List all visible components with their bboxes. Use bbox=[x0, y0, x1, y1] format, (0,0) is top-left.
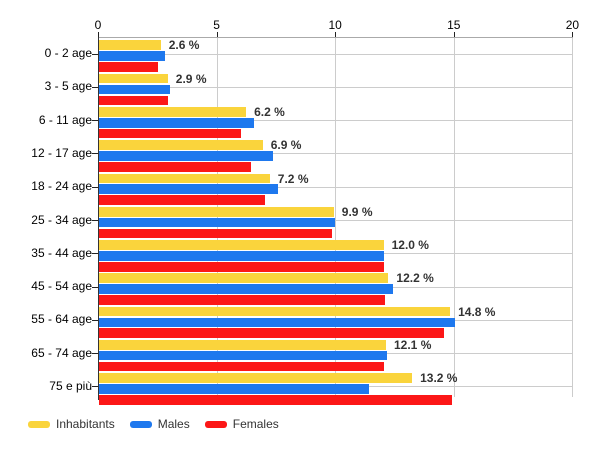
y-axis-tick bbox=[92, 253, 98, 255]
y-axis-tick bbox=[92, 53, 98, 55]
value-label: 6.9 % bbox=[270, 138, 302, 153]
category-label: 12 - 17 age bbox=[31, 145, 92, 160]
gridline-vertical bbox=[453, 37, 455, 397]
legend-label-inhabitants: Inhabitants bbox=[56, 417, 115, 431]
bar-females[interactable] bbox=[99, 162, 251, 172]
bar-males[interactable] bbox=[99, 117, 255, 128]
bar-inhabitants[interactable] bbox=[99, 339, 386, 350]
category-label: 25 - 34 age bbox=[31, 212, 92, 227]
bar-females[interactable] bbox=[99, 295, 385, 305]
category-label: 18 - 24 age bbox=[31, 179, 92, 194]
legend-label-males: Males bbox=[157, 417, 190, 431]
y-axis-tick bbox=[92, 86, 98, 88]
x-axis-tick-label: 15 bbox=[447, 18, 461, 32]
value-label: 13.2 % bbox=[420, 371, 458, 386]
x-axis-tick bbox=[335, 32, 337, 37]
gridline-vertical bbox=[216, 37, 218, 397]
x-axis-tick bbox=[453, 32, 455, 37]
bar-females[interactable] bbox=[99, 62, 159, 72]
category-label: 55 - 64 age bbox=[31, 312, 92, 327]
value-label: 7.2 % bbox=[277, 171, 309, 186]
bar-males[interactable] bbox=[99, 217, 335, 228]
gridline-vertical bbox=[572, 37, 574, 397]
bar-inhabitants[interactable] bbox=[99, 40, 161, 51]
x-axis-tick-label: 0 bbox=[94, 18, 102, 32]
bar-females[interactable] bbox=[99, 228, 332, 239]
bar-males[interactable] bbox=[99, 284, 394, 294]
y-axis-tick bbox=[92, 386, 98, 388]
x-axis-tick-label: 10 bbox=[328, 18, 342, 32]
bar-males[interactable] bbox=[99, 350, 388, 361]
bar-inhabitants[interactable] bbox=[99, 106, 247, 117]
bar-inhabitants[interactable] bbox=[99, 306, 451, 317]
bar-inhabitants[interactable] bbox=[99, 140, 263, 150]
inhabitants-swatch-icon bbox=[28, 420, 50, 428]
legend-item-inhabitants[interactable]: Inhabitants bbox=[28, 417, 115, 431]
y-axis-tick bbox=[92, 186, 98, 188]
value-label: 6.2 % bbox=[254, 104, 285, 119]
x-axis-tick bbox=[98, 32, 99, 37]
value-label: 9.9 % bbox=[341, 204, 373, 219]
legend: Inhabitants Males Females bbox=[28, 416, 294, 432]
bar-males[interactable] bbox=[99, 151, 274, 161]
value-label: 12.0 % bbox=[391, 238, 429, 252]
bar-males[interactable] bbox=[99, 317, 455, 328]
gridline-vertical bbox=[335, 37, 337, 397]
bar-males[interactable] bbox=[99, 84, 171, 95]
x-axis-tick-label: 20 bbox=[565, 18, 580, 32]
value-label: 2.6 % bbox=[168, 38, 200, 53]
bar-males[interactable] bbox=[99, 184, 279, 195]
category-label: 6 - 11 age bbox=[38, 112, 92, 127]
x-axis-line bbox=[98, 37, 573, 38]
bar-males[interactable] bbox=[99, 51, 166, 62]
y-axis-tick bbox=[92, 353, 98, 355]
bar-inhabitants[interactable] bbox=[99, 373, 413, 383]
value-label: 12.2 % bbox=[396, 271, 434, 286]
males-swatch-icon bbox=[129, 420, 152, 428]
bar-females[interactable] bbox=[99, 361, 384, 372]
category-label: 75 e più bbox=[49, 378, 92, 393]
bar-females[interactable] bbox=[99, 128, 242, 139]
bar-males[interactable] bbox=[99, 250, 384, 261]
y-axis-line bbox=[98, 37, 99, 400]
y-axis-tick bbox=[92, 153, 98, 155]
females-swatch-icon bbox=[204, 420, 227, 428]
category-label: 35 - 44 age bbox=[31, 245, 92, 260]
x-axis-tick bbox=[216, 32, 218, 37]
bar-females[interactable] bbox=[99, 328, 445, 339]
legend-item-females[interactable]: Females bbox=[204, 417, 279, 431]
bar-inhabitants[interactable] bbox=[99, 273, 389, 284]
x-axis-tick-label: 5 bbox=[213, 18, 220, 32]
y-axis-tick bbox=[92, 220, 98, 221]
category-label: 45 - 54 age bbox=[31, 279, 92, 293]
legend-label-females: Females bbox=[232, 417, 279, 431]
bar-females[interactable] bbox=[99, 261, 384, 272]
bar-males[interactable] bbox=[99, 384, 370, 394]
value-label: 12.1 % bbox=[394, 337, 432, 352]
legend-item-males[interactable]: Males bbox=[129, 417, 190, 431]
category-label: 0 - 2 age bbox=[44, 46, 92, 61]
x-axis-tick bbox=[572, 32, 574, 37]
bar-inhabitants[interactable] bbox=[99, 173, 270, 184]
y-axis-tick bbox=[92, 286, 98, 288]
y-axis-tick bbox=[92, 319, 98, 321]
bar-females[interactable] bbox=[99, 394, 453, 405]
bar-inhabitants[interactable] bbox=[99, 73, 168, 84]
category-label: 3 - 5 age bbox=[44, 79, 92, 94]
bar-females[interactable] bbox=[99, 95, 168, 106]
value-label: 2.9 % bbox=[175, 71, 207, 86]
bar-females[interactable] bbox=[99, 195, 265, 206]
bar-inhabitants[interactable] bbox=[99, 206, 334, 217]
y-axis-tick bbox=[92, 120, 98, 122]
value-label: 14.8 % bbox=[458, 304, 496, 319]
bar-inhabitants[interactable] bbox=[99, 240, 384, 250]
category-label: 65 - 74 age bbox=[31, 345, 92, 360]
